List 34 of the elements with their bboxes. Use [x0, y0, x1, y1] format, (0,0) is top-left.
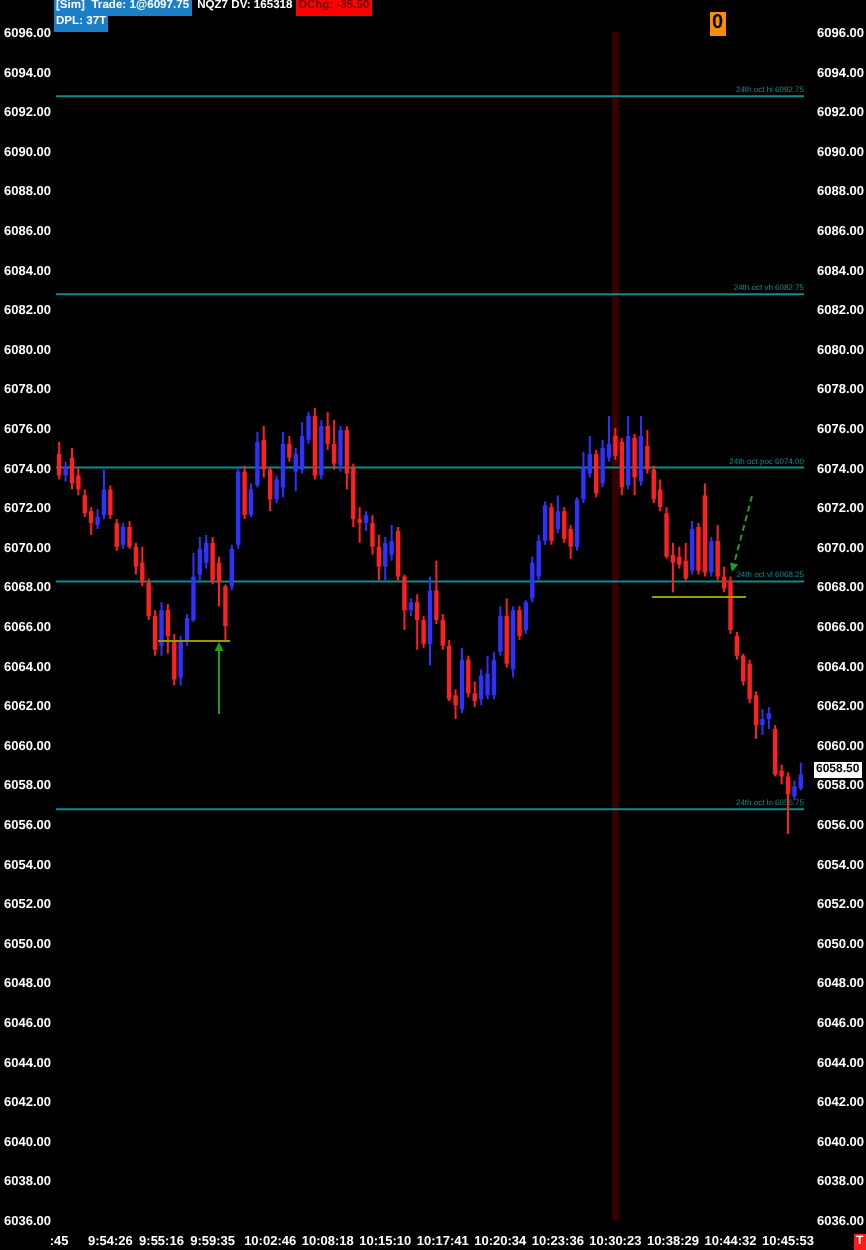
- candlestick: [57, 440, 62, 481]
- candlestick: [562, 506, 567, 544]
- candlestick: [549, 502, 554, 546]
- candlestick: [383, 535, 388, 582]
- candlestick: [287, 434, 292, 463]
- candlestick: [619, 436, 624, 497]
- candlestick: [120, 522, 126, 550]
- candlestick: [338, 425, 343, 473]
- candlestick: [108, 484, 113, 521]
- candlestick: [114, 518, 119, 552]
- candlestick: [773, 724, 778, 778]
- candlestick: [523, 599, 529, 635]
- annotation: 0: [710, 12, 726, 36]
- candlestick: [632, 432, 637, 497]
- candlestick: [709, 535, 714, 578]
- candlestick: [159, 601, 164, 657]
- candlestick: [363, 510, 369, 532]
- candlestick: [466, 654, 471, 699]
- candlestick: [594, 448, 599, 499]
- candlestick: [517, 605, 522, 641]
- candlestick: [485, 654, 490, 701]
- candlestick: [555, 494, 561, 534]
- candlestick: [504, 597, 509, 669]
- candlestick: [63, 460, 68, 483]
- candlestick: [760, 708, 765, 736]
- candlestick: [689, 520, 695, 576]
- candlestick: [498, 605, 503, 657]
- candlestick: [280, 430, 286, 499]
- candlestick: [331, 419, 337, 471]
- candlestick: [638, 415, 644, 487]
- candlestick: [101, 468, 107, 521]
- candlestick: [415, 593, 420, 651]
- candlestick: [766, 706, 772, 730]
- candlestick: [242, 464, 247, 521]
